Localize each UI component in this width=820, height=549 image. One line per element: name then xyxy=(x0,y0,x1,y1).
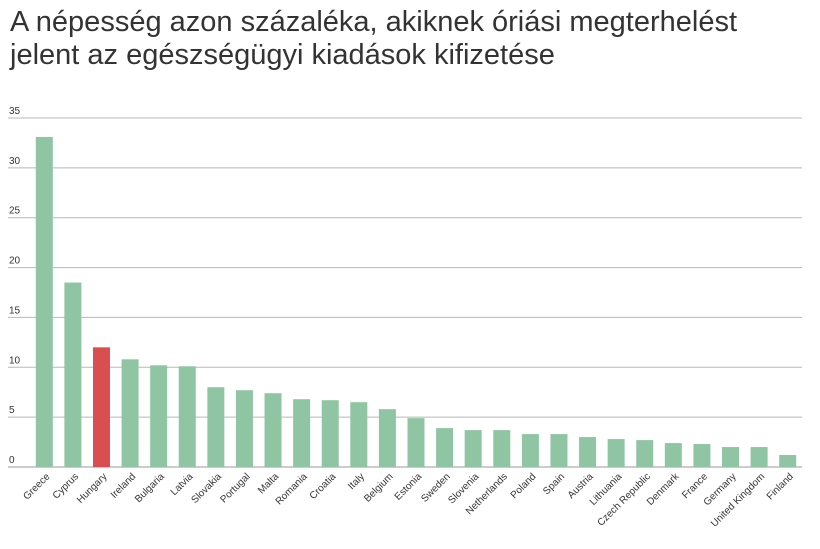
bar-greece xyxy=(35,136,53,467)
bar-finland xyxy=(779,455,797,467)
bar-czech-republic xyxy=(636,440,654,467)
chart-title: A népesség azon százaléka, akiknek óriás… xyxy=(10,6,738,71)
bar-france xyxy=(693,444,711,467)
y-tick-label: 10 xyxy=(9,355,21,366)
y-tick-label: 35 xyxy=(9,106,21,117)
y-tick-label: 15 xyxy=(9,305,21,316)
x-tick-label: Latvia xyxy=(169,471,196,498)
bar-poland xyxy=(521,434,539,467)
bar-germany xyxy=(722,447,740,467)
bar-cyprus xyxy=(64,282,82,467)
bar-latvia xyxy=(178,366,196,467)
bar-slovakia xyxy=(207,387,225,467)
x-tick-label: Hungary xyxy=(75,471,110,506)
bar-denmark xyxy=(664,443,682,467)
y-axis-ticks: 0 5 10 15 20 25 30 35 xyxy=(9,106,21,466)
bar-portugal xyxy=(235,390,253,467)
y-tick-label: 20 xyxy=(9,256,21,267)
bar-estonia xyxy=(407,418,425,467)
bars xyxy=(35,136,797,467)
x-tick-label: Italy xyxy=(346,471,367,492)
x-tick-label: Belgium xyxy=(362,471,395,504)
bar-croatia xyxy=(321,400,339,467)
x-tick-label: United Kingdom xyxy=(709,471,767,529)
x-tick-label: Malta xyxy=(256,471,281,496)
bar-romania xyxy=(293,399,311,467)
bar-spain xyxy=(550,434,568,467)
x-tick-label: Finland xyxy=(765,471,796,502)
y-tick-label: 0 xyxy=(9,455,15,466)
bar-sweden xyxy=(436,428,454,467)
bar-italy xyxy=(350,402,368,467)
bar-belgium xyxy=(378,409,396,467)
x-tick-label: Bulgaria xyxy=(133,471,167,505)
bar-netherlands xyxy=(493,430,511,467)
y-tick-label: 25 xyxy=(9,206,21,217)
gridlines xyxy=(8,117,802,468)
bar-bulgaria xyxy=(150,365,168,467)
bar-lithuania xyxy=(607,439,625,467)
bar-austria xyxy=(579,437,597,467)
x-tick-label: Romania xyxy=(274,471,310,507)
x-tick-label: Portugal xyxy=(218,471,252,505)
bar-united-kingdom xyxy=(750,447,768,467)
y-tick-label: 5 xyxy=(9,405,15,416)
bar-slovenia xyxy=(464,430,482,467)
x-tick-label: Denmark xyxy=(645,471,682,508)
x-tick-label: Spain xyxy=(541,471,567,497)
bar-malta xyxy=(264,393,282,467)
x-tick-label: Poland xyxy=(509,471,539,501)
bar-ireland xyxy=(121,359,139,467)
x-tick-label: Croatia xyxy=(308,471,339,502)
x-tick-label: Slovakia xyxy=(189,471,224,506)
y-tick-label: 30 xyxy=(9,156,21,167)
bar-hungary xyxy=(92,347,110,467)
x-tick-label: Greece xyxy=(21,471,52,502)
